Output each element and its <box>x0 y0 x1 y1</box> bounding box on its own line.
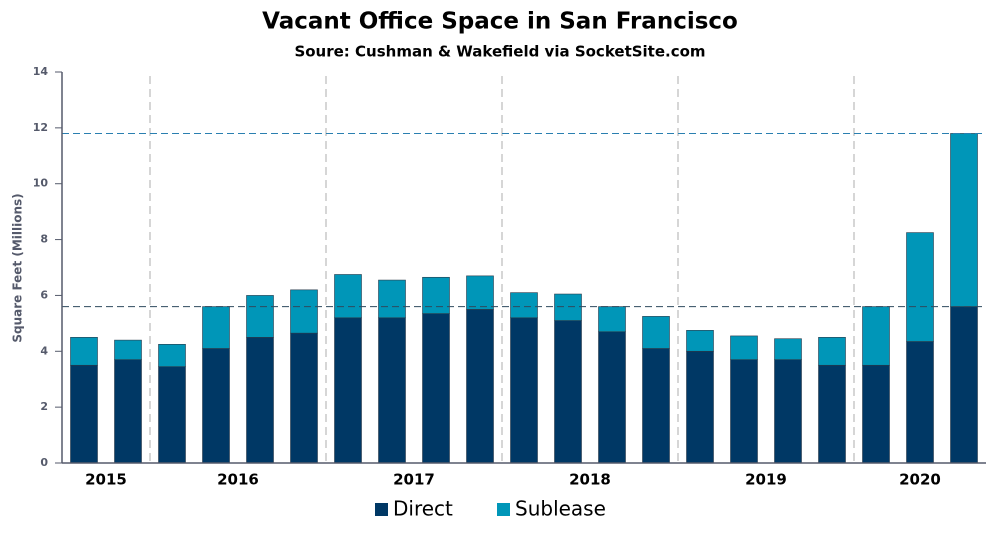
y-tick-label: 12 <box>33 121 48 134</box>
legend-swatch <box>497 503 510 516</box>
bar-segment <box>862 364 890 464</box>
bar-segment <box>730 359 758 464</box>
bar-segment <box>686 350 714 464</box>
bar-segment <box>70 337 98 366</box>
bar-segment <box>510 317 538 464</box>
bar-segment <box>642 348 670 464</box>
y-tick-label: 4 <box>40 344 48 357</box>
y-axis-label: Square Feet (Millions) <box>11 193 25 342</box>
y-tick-label: 8 <box>40 233 48 246</box>
bar-segment <box>510 292 538 319</box>
x-group-label: 2018 <box>569 471 611 489</box>
bar-segment <box>950 133 978 307</box>
bar-segment <box>202 306 230 349</box>
bar-segment <box>334 274 362 319</box>
x-group-label: 2017 <box>393 471 435 489</box>
bar-segment <box>686 330 714 352</box>
bar-segment <box>598 306 626 333</box>
bar-segment <box>906 232 934 342</box>
bar-segment <box>114 339 142 360</box>
bar-segment <box>466 309 494 464</box>
x-group-label: 2019 <box>745 471 787 489</box>
bar-segment <box>334 317 362 464</box>
y-tick-label: 6 <box>40 288 48 301</box>
bar-segment <box>158 366 186 464</box>
bar-segment <box>202 348 230 464</box>
bar-segment <box>598 331 626 464</box>
bar-segment <box>642 316 670 349</box>
bar-segment <box>774 338 802 360</box>
bar-segment <box>818 337 846 366</box>
legend-label: Direct <box>393 497 453 521</box>
y-tick-label: 10 <box>33 177 49 190</box>
bar-segment <box>818 364 846 464</box>
bar-segment <box>70 364 98 464</box>
bar-segment <box>730 335 758 360</box>
bar-segment <box>466 275 494 310</box>
bar-segment <box>114 359 142 464</box>
bar-segment <box>774 359 802 464</box>
bar-segment <box>906 341 934 464</box>
x-group-label: 2016 <box>217 471 259 489</box>
x-group-label: 2020 <box>899 471 941 489</box>
bar-segment <box>378 279 406 319</box>
bar-segment <box>422 313 450 464</box>
y-tick-label: 0 <box>40 456 48 469</box>
legend-label: Sublease <box>515 497 606 521</box>
legend-swatch <box>375 503 388 516</box>
bar-segment <box>422 276 450 314</box>
chart-title: Vacant Office Space in San Francisco <box>262 9 738 35</box>
bar-segment <box>554 320 582 464</box>
bar-segment <box>158 344 186 367</box>
bar-segment <box>290 332 318 464</box>
bar-segment <box>554 293 582 321</box>
bar-segment <box>378 317 406 464</box>
chart-subtitle: Soure: Cushman & Wakefield via SocketSit… <box>294 43 705 61</box>
bar-segment <box>290 289 318 334</box>
bar-segment <box>950 306 978 464</box>
y-tick-label: 2 <box>40 400 48 413</box>
y-tick-label: 14 <box>33 65 49 78</box>
bar-segment <box>246 295 274 338</box>
x-group-label: 2015 <box>85 471 127 489</box>
bar-segment <box>862 306 890 366</box>
bar-segment <box>246 337 274 464</box>
